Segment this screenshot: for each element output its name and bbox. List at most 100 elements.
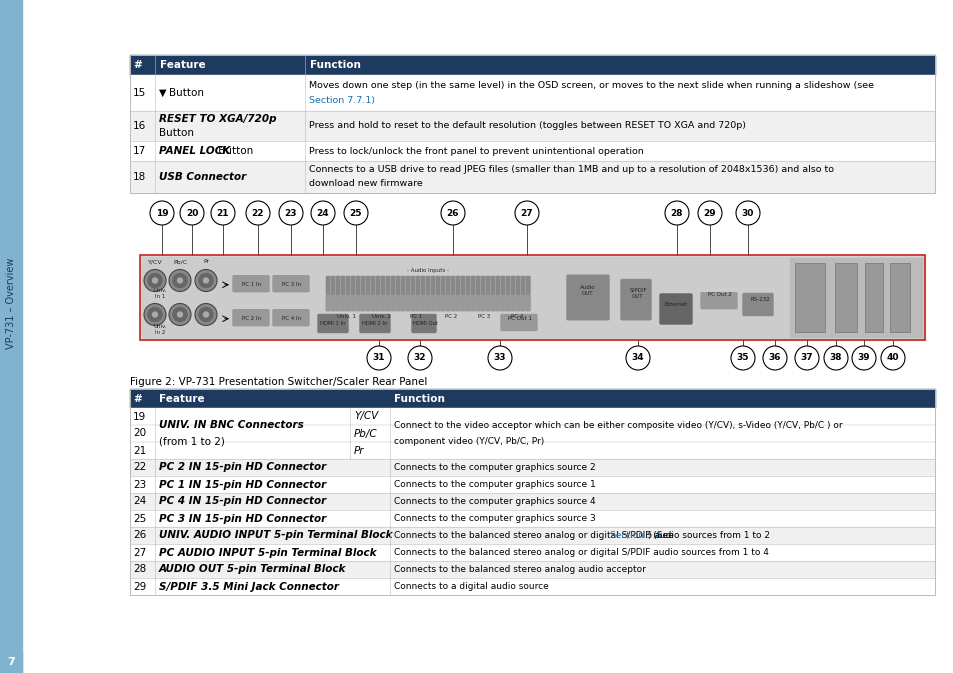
- Text: 37: 37: [800, 353, 813, 363]
- Bar: [331, 295, 334, 310]
- Text: PC 4: PC 4: [511, 314, 522, 319]
- Bar: [485, 295, 489, 310]
- Bar: [130, 389, 934, 595]
- Circle shape: [177, 312, 182, 317]
- Circle shape: [152, 278, 157, 283]
- Text: #: #: [132, 60, 142, 70]
- Text: 26: 26: [132, 530, 146, 540]
- Text: PC 2 IN 15-pin HD Connector: PC 2 IN 15-pin HD Connector: [159, 462, 326, 472]
- Bar: [366, 295, 369, 310]
- Bar: [326, 276, 530, 310]
- Text: HDMI 2 In: HDMI 2 In: [362, 321, 387, 326]
- Text: download new firmware: download new firmware: [309, 180, 422, 188]
- Bar: [794, 263, 824, 332]
- Circle shape: [246, 201, 270, 225]
- Circle shape: [203, 312, 209, 317]
- Bar: [416, 295, 418, 310]
- Text: Button: Button: [159, 128, 193, 138]
- Bar: [326, 276, 329, 310]
- Text: 7: 7: [7, 657, 15, 667]
- Circle shape: [762, 346, 786, 370]
- Text: 25: 25: [350, 209, 362, 217]
- Bar: [355, 295, 358, 310]
- Bar: [864, 263, 882, 332]
- Text: PANEL LOCK: PANEL LOCK: [159, 146, 230, 156]
- Bar: [451, 276, 454, 310]
- Bar: [491, 276, 494, 310]
- Bar: [0, 0, 22, 673]
- Bar: [386, 276, 389, 310]
- Text: ▼: ▼: [159, 88, 167, 98]
- Text: Section 7.7.1): Section 7.7.1): [309, 96, 375, 106]
- Text: Feature: Feature: [160, 60, 206, 70]
- Text: 20: 20: [186, 209, 198, 217]
- Bar: [130, 459, 934, 476]
- Bar: [346, 295, 349, 310]
- Bar: [406, 276, 409, 310]
- Text: 23: 23: [284, 209, 297, 217]
- Text: Button: Button: [169, 88, 204, 98]
- FancyBboxPatch shape: [566, 275, 608, 320]
- Text: 29: 29: [703, 209, 716, 217]
- Bar: [834, 263, 856, 332]
- Bar: [446, 276, 449, 310]
- Circle shape: [169, 304, 191, 326]
- Text: PC 3 IN 15-pin HD Connector: PC 3 IN 15-pin HD Connector: [159, 513, 326, 524]
- Circle shape: [148, 308, 162, 322]
- Circle shape: [440, 201, 464, 225]
- Bar: [130, 493, 934, 510]
- Bar: [460, 276, 463, 310]
- Bar: [485, 276, 489, 310]
- Bar: [440, 276, 443, 310]
- Bar: [130, 161, 934, 193]
- Text: 27: 27: [132, 548, 146, 557]
- Bar: [525, 276, 529, 310]
- Text: Y/CV: Y/CV: [354, 411, 377, 421]
- Text: ) audio sources from 1 to 2: ) audio sources from 1 to 2: [647, 531, 769, 540]
- Text: Connects to the computer graphics source 2: Connects to the computer graphics source…: [394, 463, 595, 472]
- Text: PC 1: PC 1: [410, 314, 421, 319]
- Bar: [465, 276, 469, 310]
- Bar: [371, 295, 374, 310]
- Bar: [426, 295, 429, 310]
- Bar: [375, 295, 378, 310]
- Text: Connects to a digital audio source: Connects to a digital audio source: [394, 582, 548, 591]
- Circle shape: [880, 346, 904, 370]
- Bar: [471, 276, 474, 310]
- Bar: [431, 276, 434, 310]
- Text: Connects to the balanced stereo analog audio acceptor: Connects to the balanced stereo analog a…: [394, 565, 645, 574]
- Text: Univ. 2: Univ. 2: [371, 314, 390, 319]
- Text: 25: 25: [132, 513, 146, 524]
- Bar: [130, 561, 934, 578]
- Text: 21: 21: [216, 209, 229, 217]
- Bar: [451, 295, 454, 310]
- Bar: [130, 389, 934, 408]
- Text: Button: Button: [214, 146, 253, 156]
- Bar: [130, 527, 934, 544]
- Bar: [416, 276, 418, 310]
- Bar: [371, 276, 374, 310]
- Text: PC 1 IN 15-pin HD Connector: PC 1 IN 15-pin HD Connector: [159, 479, 326, 489]
- FancyBboxPatch shape: [233, 310, 269, 326]
- Text: 24: 24: [132, 497, 146, 507]
- Text: PC 3: PC 3: [477, 314, 490, 319]
- Text: 28: 28: [132, 565, 146, 575]
- Bar: [391, 295, 394, 310]
- Text: Press and hold to reset to the default resolution (toggles between RESET TO XGA : Press and hold to reset to the default r…: [309, 122, 745, 131]
- FancyBboxPatch shape: [233, 276, 269, 291]
- Bar: [130, 111, 934, 141]
- Text: 21: 21: [132, 446, 146, 456]
- Bar: [496, 276, 498, 310]
- Text: PC 3 In: PC 3 In: [282, 282, 301, 287]
- Bar: [395, 295, 398, 310]
- Circle shape: [367, 346, 391, 370]
- Bar: [400, 276, 403, 310]
- Text: 23: 23: [132, 479, 146, 489]
- Bar: [130, 55, 934, 193]
- Text: Y/CV: Y/CV: [148, 259, 162, 264]
- Text: 29: 29: [132, 581, 146, 592]
- Circle shape: [794, 346, 818, 370]
- Text: Connects to the computer graphics source 1: Connects to the computer graphics source…: [394, 480, 595, 489]
- Bar: [340, 276, 344, 310]
- Bar: [440, 295, 443, 310]
